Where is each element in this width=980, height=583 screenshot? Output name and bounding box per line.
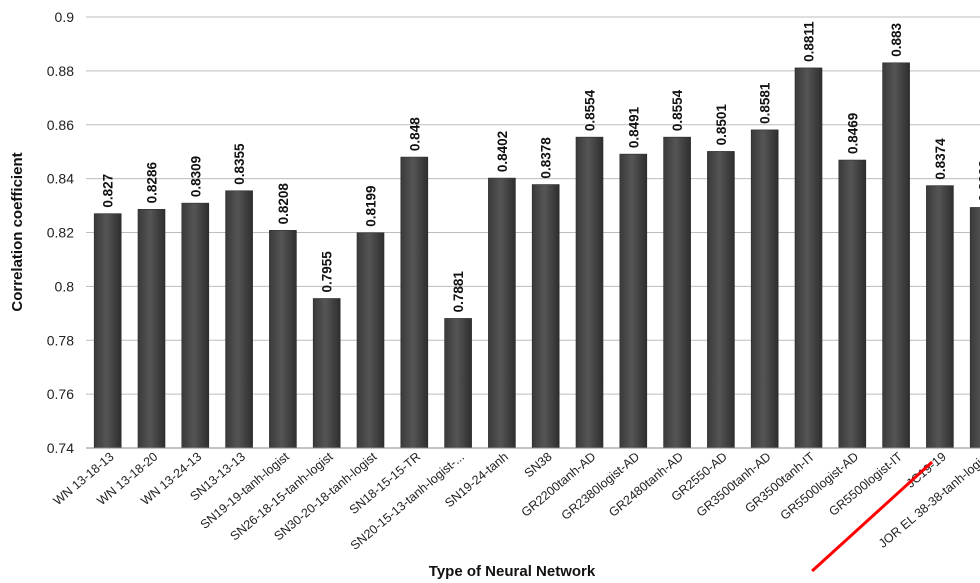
data-label: 0.8208 [276,183,291,225]
bar [707,151,735,449]
data-label: 0.8309 [188,156,203,197]
x-tick-label: GR5500logist-AD [778,450,862,523]
bar [93,213,122,449]
y-tick-label: 0.78 [47,332,74,348]
data-label: 0.8811 [802,21,817,62]
bar [137,209,166,449]
data-label: 0.8286 [145,162,160,204]
highlight-underline [811,460,934,573]
y-tick-label: 0.84 [47,171,74,187]
y-tick-label: 0.76 [47,386,74,402]
x-axis-title: Type of Neural Network [429,563,596,580]
data-label: 0.8374 [933,138,948,180]
y-tick-label: 0.74 [47,440,74,456]
bar [356,232,385,449]
y-tick-label: 0.82 [47,225,74,241]
bar [794,67,823,449]
data-label: 0.7881 [451,271,466,313]
bar [969,207,980,449]
bar [269,230,297,449]
bar [225,190,253,449]
data-label: 0.883 [889,23,904,57]
bar [882,62,910,449]
bar [750,129,779,449]
bar [663,136,691,449]
bar [926,185,954,449]
x-tick-label: SN38 [522,450,555,481]
data-label: 0.8469 [845,113,860,154]
data-label: 0.8491 [626,106,641,148]
data-labels: 0.827 0.8286 0.8309 0.8355 0.8208 0.7955 0.819… [101,21,980,313]
x-tick-label: GR2200tanh-AD [519,450,599,520]
data-label: 0.8554 [583,89,598,131]
bar [575,136,604,449]
data-label: 0.8378 [539,137,554,179]
data-label: 0.7955 [320,251,335,293]
bar [312,298,341,449]
x-tick-label: GR5500logist-IT [826,449,905,518]
bar [181,202,210,449]
bar [531,184,560,449]
data-label: 0.8402 [495,131,510,172]
bar [488,177,516,449]
y-tick-label: 0.9 [55,9,75,25]
bars [93,62,980,449]
y-tick-label: 0.88 [47,63,74,79]
x-tick-label: GR2380logist-AD [559,450,643,523]
bar [444,318,472,449]
data-label: 0.8554 [670,89,685,131]
bar [619,153,648,449]
x-tick-label: GR2480tanh-AD [606,450,686,520]
data-label: 0.8581 [758,82,773,124]
y-axis-ticks: 0.74 0.76 0.78 0.8 0.82 0.84 0.86 0.88 0.9 [47,9,74,456]
data-label: 0.8355 [232,143,247,185]
bar [838,159,867,449]
data-label: 0.8293 [977,160,980,202]
x-tick-label: GR3500tanh-AD [694,450,774,520]
y-tick-label: 0.8 [55,278,75,294]
y-axis-title: Correlation coefficient [9,152,26,311]
data-label: 0.848 [407,117,422,151]
bar [400,156,429,449]
y-tick-label: 0.86 [47,117,74,133]
data-label: 0.8199 [364,185,379,226]
data-label: 0.8501 [714,104,729,146]
data-label: 0.827 [101,174,116,208]
